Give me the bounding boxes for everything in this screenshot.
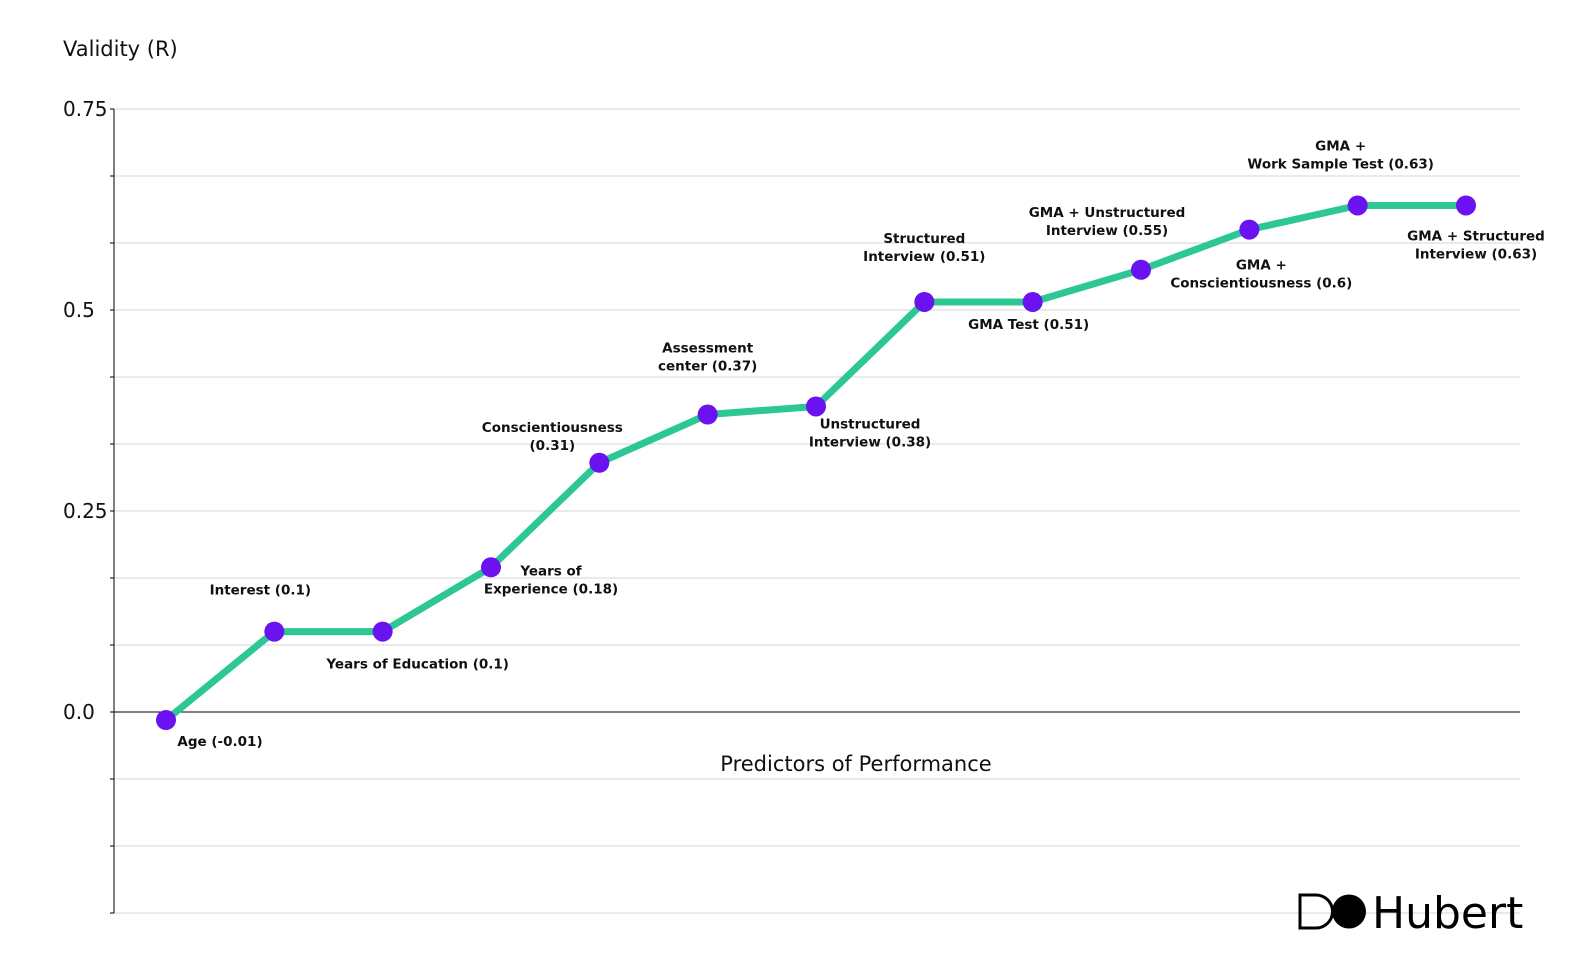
- data-label: Structured: [883, 231, 965, 247]
- y-tick-label: 0.5: [63, 298, 95, 322]
- data-point: [372, 621, 393, 642]
- data-point: [589, 452, 610, 473]
- data-point: [1131, 259, 1151, 280]
- data-label: Age (-0.01): [177, 734, 262, 750]
- data-label: Interview (0.51): [863, 249, 985, 265]
- y-tick-label: 0.75: [63, 97, 108, 121]
- data-label-layer: Age (-0.01) Interest (0.1) Years of Educat…: [177, 138, 1544, 750]
- data-label: center (0.37): [658, 359, 757, 375]
- data-label: Experience (0.18): [484, 581, 618, 597]
- y-axis: 0.0 0.25 0.5 0.75: [63, 97, 115, 914]
- data-label: GMA + Structured: [1407, 228, 1545, 244]
- data-label: Interview (0.55): [1046, 223, 1168, 239]
- hubert-logo-icon: [1298, 893, 1366, 930]
- data-label: Conscientiousness: [482, 420, 623, 436]
- data-label: GMA + Unstructured: [1029, 205, 1186, 221]
- data-point: [1022, 291, 1043, 312]
- grid-layer: [114, 108, 1520, 914]
- data-label: (0.31): [530, 438, 576, 454]
- data-point: [806, 396, 826, 417]
- y-tick-label: 0.0: [63, 700, 95, 724]
- data-label: Assessment: [662, 341, 754, 357]
- data-point: [481, 557, 501, 578]
- data-label: Interest (0.1): [210, 583, 312, 599]
- data-point: [1239, 219, 1260, 240]
- data-label: Interview (0.63): [1415, 246, 1537, 262]
- data-label: Conscientiousness (0.6): [1170, 276, 1352, 292]
- x-axis-title: Predictors of Performance: [720, 752, 991, 776]
- y-axis-title: Validity (R): [63, 37, 178, 61]
- data-label: Years of: [519, 563, 581, 579]
- y-tick-label: 0.25: [63, 499, 108, 523]
- data-label: Unstructured: [820, 416, 921, 432]
- data-label: GMA +: [1315, 138, 1366, 154]
- data-point: [156, 710, 176, 731]
- data-label: GMA +: [1236, 258, 1287, 274]
- data-label: Work Sample Test (0.63): [1247, 156, 1433, 172]
- data-point: [264, 621, 285, 642]
- data-point: [1456, 195, 1476, 216]
- data-label: Interview (0.38): [809, 434, 931, 450]
- brand-logo: Hubert: [1298, 888, 1523, 939]
- data-point: [1347, 195, 1368, 216]
- marker-layer: [156, 195, 1476, 731]
- data-point: [914, 291, 935, 312]
- brand-name: Hubert: [1372, 888, 1523, 939]
- data-point: [697, 404, 718, 425]
- data-label: Years of Education (0.1): [325, 657, 509, 673]
- data-label: GMA Test (0.51): [968, 317, 1089, 333]
